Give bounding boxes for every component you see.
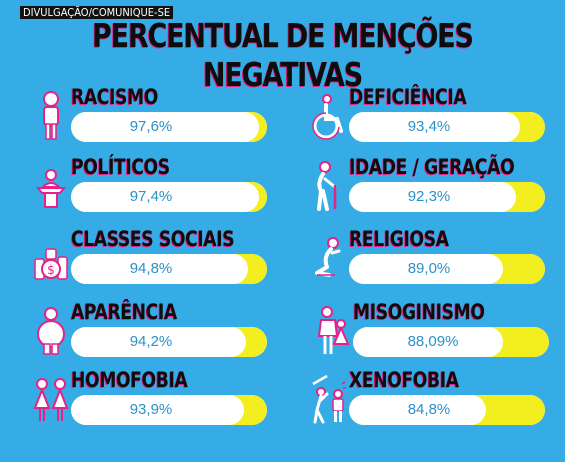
bar-track: 94,8% <box>71 254 267 284</box>
man-woman-icon <box>315 302 351 358</box>
photo-credit: DIVULGAÇÃO/COMUNIQUE-SE <box>20 6 174 19</box>
bar-value-mark <box>71 182 259 212</box>
category-label: DEFICIÊNCIA <box>349 85 467 109</box>
bar-value-mark <box>71 327 246 357</box>
podium-speaker-icon <box>33 157 69 213</box>
svg-text:$: $ <box>47 263 55 277</box>
bar-track: 89,0% <box>349 254 545 284</box>
attacker-stick-icon <box>311 370 347 426</box>
bar-value-mark <box>71 395 244 425</box>
category-label: CLASSES SOCIAIS <box>71 227 235 251</box>
kneeling-prayer-icon <box>311 229 347 285</box>
value-label: 84,8% <box>407 401 451 418</box>
value-label: 97,6% <box>129 118 173 135</box>
two-women-icon <box>33 370 69 426</box>
bar-value-mark <box>349 395 486 425</box>
value-label: 97,4% <box>129 188 173 205</box>
category-label: RACISMO <box>71 85 158 109</box>
bar-track: 94,2% <box>71 327 267 357</box>
bar-track: 93,4% <box>349 112 545 142</box>
chart-row: APARÊNCIA 94,2% <box>33 300 273 360</box>
chart-row: POLÍTICOS 97,4% <box>33 155 273 215</box>
value-label: 92,3% <box>407 188 451 205</box>
chart-row: $ CLASSES SOCIAIS 94,8% <box>33 227 273 287</box>
chart-row: IDADE / GERAÇÃO 92,3% <box>311 155 551 215</box>
bar-track: 97,6% <box>71 112 267 142</box>
value-label: 93,9% <box>129 401 173 418</box>
category-label: IDADE / GERAÇÃO <box>349 155 515 179</box>
value-label: 88,09% <box>407 333 459 350</box>
category-label: APARÊNCIA <box>71 300 177 324</box>
value-label: 93,4% <box>407 118 451 135</box>
bar-value-mark <box>349 112 520 142</box>
bar-track: 88,09% <box>353 327 549 357</box>
bar-value-mark <box>349 254 503 284</box>
bar-value-mark <box>353 327 503 357</box>
category-label: XENOFOBIA <box>349 368 459 392</box>
chart-row: MISOGINISMO 88,09% <box>315 300 555 360</box>
bar-track: 92,3% <box>349 182 545 212</box>
category-label: RELIGIOSA <box>349 227 449 251</box>
coins-money-icon: $ <box>33 229 69 285</box>
wheelchair-icon <box>311 87 347 143</box>
category-label: POLÍTICOS <box>71 155 170 179</box>
chart-row: DEFICIÊNCIA 93,4% <box>311 85 551 145</box>
value-label: 94,8% <box>129 260 173 277</box>
heavy-person-icon <box>33 302 69 358</box>
chart-row: HOMOFOBIA 93,9% <box>33 368 273 428</box>
category-label: MISOGINISMO <box>353 300 485 324</box>
person-icon <box>33 87 69 143</box>
category-label: HOMOFOBIA <box>71 368 188 392</box>
bar-track: 93,9% <box>71 395 267 425</box>
bar-value-mark <box>71 112 259 142</box>
elderly-cane-icon <box>311 157 347 213</box>
chart-row: XENOFOBIA 84,8% <box>311 368 551 428</box>
bar-track: 97,4% <box>71 182 267 212</box>
chart-title: PERCENTUAL DE MENÇÕES NEGATIVAS <box>92 16 474 94</box>
bar-track: 84,8% <box>349 395 545 425</box>
value-label: 89,0% <box>407 260 451 277</box>
bar-value-mark <box>71 254 248 284</box>
chart-row: RACISMO 97,6% <box>33 85 273 145</box>
bar-value-mark <box>349 182 516 212</box>
value-label: 94,2% <box>129 333 173 350</box>
chart-row: RELIGIOSA 89,0% <box>311 227 551 287</box>
